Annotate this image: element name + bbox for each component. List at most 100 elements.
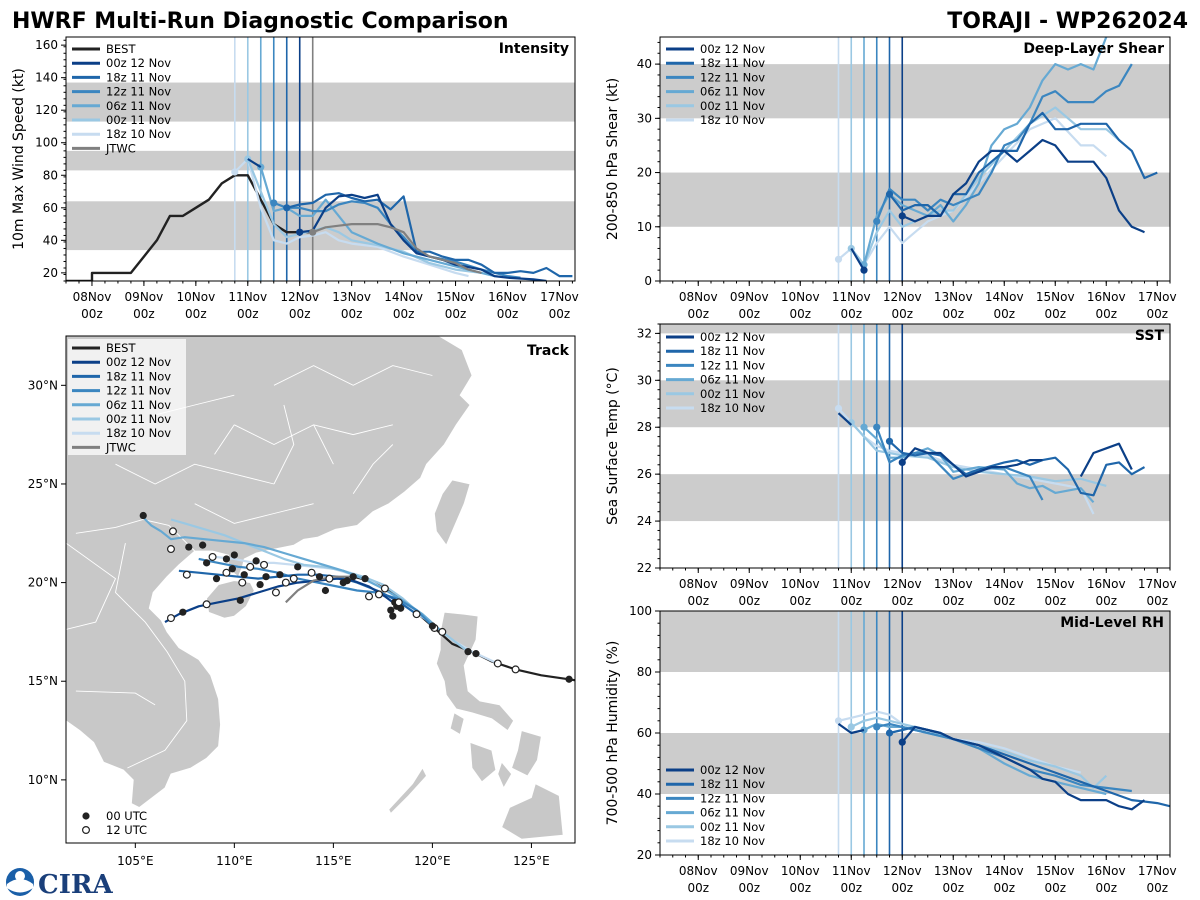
shear-series-00z-11-nov bbox=[850, 106, 1120, 266]
rh-legend-label-18z-10-nov: 18z 10 Nov bbox=[700, 834, 765, 848]
track-legend-label-18z-10-nov: 18z 10 Nov bbox=[106, 426, 171, 440]
track-position-marker-39 bbox=[202, 600, 211, 609]
track-position-marker-29 bbox=[203, 559, 211, 567]
rh-xtick-label: 09Nov bbox=[730, 864, 769, 878]
admin-border-1 bbox=[75, 519, 170, 534]
track-legend-label-best: BEST bbox=[106, 341, 136, 355]
track-position-marker-11 bbox=[315, 573, 324, 581]
rh-xtick-label: 14Nov bbox=[985, 864, 1024, 878]
track-legend-bg bbox=[68, 339, 186, 455]
track-marker-legend-label-00-utc: 00 UTC bbox=[106, 809, 147, 823]
sst-series-00z-11-nov bbox=[850, 421, 1107, 487]
intensity-xtick-label: 11Nov bbox=[228, 290, 267, 304]
shear-xtick-label: 11Nov bbox=[832, 290, 871, 304]
rh-xtick-label: 17Nov bbox=[1138, 864, 1177, 878]
intensity-legend-label-06z-11-nov: 06z 11 Nov bbox=[106, 99, 171, 113]
track-position-marker-7 bbox=[365, 592, 374, 601]
track-position-marker-2 bbox=[389, 612, 397, 620]
sst-xtick-label: 09Nov bbox=[730, 577, 769, 591]
track-frame bbox=[65, 335, 576, 844]
admin-border-5 bbox=[194, 503, 314, 524]
rh-plot-area bbox=[660, 611, 1170, 855]
sst-band-2 bbox=[660, 324, 1170, 334]
track-marker-legend-label-12-utc: 12 UTC bbox=[106, 823, 147, 837]
track-position-marker-19 bbox=[246, 562, 255, 571]
shear-xtick-label-time: 00z bbox=[1095, 307, 1117, 321]
track-position-marker-30 bbox=[240, 571, 248, 579]
sst-marker-18z-11-nov-0 bbox=[885, 437, 894, 445]
track-legend-label-00z-11-nov: 00z 11 Nov bbox=[106, 412, 171, 426]
track-position-marker-43 bbox=[343, 577, 351, 585]
track-legend-label-12z-11-nov: 12z 11 Nov bbox=[106, 384, 171, 398]
shear-xtick-label-time: 00z bbox=[840, 307, 862, 321]
track-position-marker-27 bbox=[168, 527, 177, 536]
intensity-series-jtwc bbox=[312, 223, 482, 274]
track-marker-12z-11-nov-0 bbox=[428, 622, 437, 630]
track-position-marker-6 bbox=[374, 590, 383, 599]
sst-ytick-label: 22 bbox=[637, 561, 652, 575]
rh-ytick-label: 100 bbox=[629, 604, 652, 618]
intensity-xtick-label: 12Nov bbox=[280, 290, 319, 304]
track-xtick-label: 105°E bbox=[117, 854, 154, 868]
shear-legend-label-18z-11-nov: 18z 11 Nov bbox=[700, 56, 765, 70]
intensity-ytick-label: 140 bbox=[35, 71, 58, 85]
intensity-xtick-label: 09Nov bbox=[125, 290, 164, 304]
track-position-marker-18 bbox=[252, 557, 260, 565]
sst-plot-area bbox=[660, 324, 1170, 568]
track-position-marker-17 bbox=[260, 560, 269, 569]
track-position-marker-33 bbox=[256, 580, 264, 589]
rh-marker-06z-11-nov-0 bbox=[860, 726, 868, 734]
rh-xtick-label-time: 00z bbox=[1095, 881, 1117, 895]
shear-marker-18z-10-nov-0 bbox=[834, 255, 843, 263]
sst-legend-label-00z-11-nov: 00z 11 Nov bbox=[700, 387, 765, 401]
rh-xtick-label-time: 00z bbox=[891, 881, 913, 895]
shear-xtick-label-time: 00z bbox=[1044, 307, 1066, 321]
intensity-xtick-label-time: 00z bbox=[237, 307, 259, 321]
shear-xtick-label-time: 00z bbox=[1146, 307, 1168, 321]
intensity-xtick-label-time: 00z bbox=[393, 307, 415, 321]
track-marker-best-0 bbox=[565, 675, 573, 683]
sst-xtick-label-time: 00z bbox=[738, 594, 760, 608]
land-samar bbox=[511, 730, 542, 777]
land-mindanao bbox=[501, 783, 564, 840]
sst-ytick-label: 28 bbox=[637, 420, 652, 434]
track-position-marker-38 bbox=[236, 596, 244, 604]
rh-ytick-label: 40 bbox=[637, 787, 652, 801]
rh-ylabel: 700-500 hPa Humidity (%) bbox=[605, 641, 621, 826]
track-position-marker-41 bbox=[166, 614, 175, 623]
sst-ytick-label: 32 bbox=[637, 326, 652, 340]
sst-xtick-label: 08Nov bbox=[679, 577, 718, 591]
intensity-marker-18z-11-nov-0 bbox=[283, 204, 291, 212]
track-position-marker-36 bbox=[212, 575, 221, 583]
shear-legend-label-00z-12-nov: 00z 12 Nov bbox=[700, 42, 765, 56]
track-series-jtwc bbox=[285, 575, 354, 604]
track-position-marker-16 bbox=[276, 571, 284, 579]
rh-legend-label-00z-11-nov: 00z 11 Nov bbox=[700, 820, 765, 834]
land-cebu bbox=[497, 761, 513, 789]
rh-legend-label-00z-12-nov: 00z 12 Nov bbox=[700, 763, 765, 777]
track-ytick-label: 10°N bbox=[28, 773, 58, 787]
sst-xtick-label-time: 00z bbox=[789, 594, 811, 608]
rh-xtick-label-time: 00z bbox=[1044, 881, 1066, 895]
intensity-legend-label-00z-12-nov: 00z 12 Nov bbox=[106, 56, 171, 70]
track-xtick-label: 115°E bbox=[315, 854, 352, 868]
sst-panel: 22 24 26 28 30 32 08Nov 00z 09Nov 00z 10Nov 00z 11No… bbox=[605, 323, 1177, 608]
admin-border-6 bbox=[115, 463, 275, 485]
intensity-band-0 bbox=[66, 201, 575, 251]
shear-plot-area bbox=[660, 37, 1170, 281]
intensity-xtick-label: 14Nov bbox=[384, 290, 423, 304]
track-position-marker-22 bbox=[222, 555, 231, 563]
sst-xtick-label: 13Nov bbox=[934, 577, 973, 591]
rh-panel-title: Mid-Level RH bbox=[1060, 615, 1164, 631]
sst-series-00z-12-nov-seg1 bbox=[901, 447, 1043, 478]
track-xtick-label: 110°E bbox=[216, 854, 253, 868]
rh-xtick-label: 15Nov bbox=[1036, 864, 1075, 878]
track-position-marker-42 bbox=[321, 586, 330, 595]
sst-band-0 bbox=[660, 474, 1170, 522]
rh-legend-label-12z-11-nov: 12z 11 Nov bbox=[700, 791, 765, 805]
track-marker-best-1 bbox=[511, 665, 520, 674]
shear-ytick-label: 0 bbox=[644, 274, 652, 288]
track-legend-label-jtwc: JTWC bbox=[105, 440, 136, 454]
rh-xtick-label-time: 00z bbox=[993, 881, 1015, 895]
intensity-frame bbox=[65, 36, 576, 282]
